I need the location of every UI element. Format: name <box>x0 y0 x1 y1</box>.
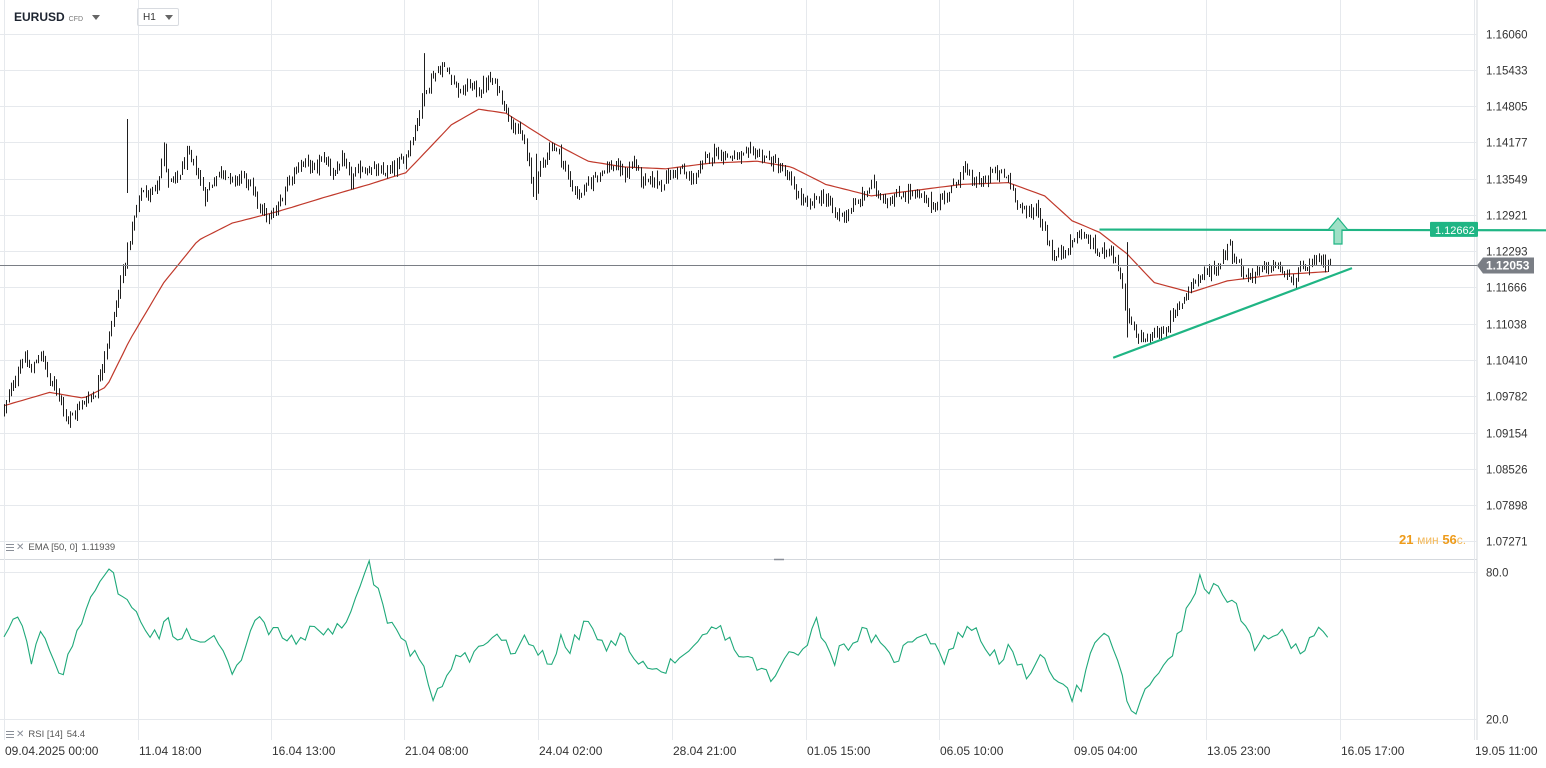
price-tick-label: 1.12293 <box>1486 247 1528 259</box>
drawings[interactable]: 1.12662 <box>1099 217 1546 359</box>
arrow-up-icon <box>1326 217 1350 245</box>
price-tick-label: 1.15433 <box>1486 66 1528 78</box>
rsi-tick-label: 20.0 <box>1486 715 1508 727</box>
time-tick-label: 24.04 02:00 <box>539 744 603 758</box>
time-tick-label: 11.04 18:00 <box>139 744 202 758</box>
rsi-axis: 80.0 20.0 <box>1486 568 1508 727</box>
price-tick-label: 1.08526 <box>1486 465 1528 477</box>
ema-line <box>3 108 1328 407</box>
candle-countdown: 21 мин 56с. <box>1399 532 1466 547</box>
close-icon[interactable]: ✕ <box>16 542 25 553</box>
rsi-name: RSI [14] <box>28 729 63 740</box>
price-tick-label: 1.14805 <box>1486 102 1528 114</box>
rsi-line <box>3 558 1329 715</box>
time-tick-label: 06.05 10:00 <box>940 744 1004 758</box>
price-tick-label: 1.14177 <box>1486 138 1528 150</box>
time-tick-label: 21.04 08:00 <box>405 744 469 758</box>
settings-icon[interactable] <box>6 731 14 738</box>
price-tick-label: 1.12921 <box>1486 211 1528 223</box>
time-tick-label: 09.05 04:00 <box>1074 744 1138 758</box>
time-tick-label: 16.05 17:00 <box>1341 744 1405 758</box>
ema-name: EMA [50, 0] <box>28 542 78 553</box>
countdown-minutes-unit: мин <box>1417 533 1439 547</box>
price-tick-label: 1.10410 <box>1486 356 1528 368</box>
price-tick-label: 1.07898 <box>1486 501 1528 513</box>
settings-icon[interactable] <box>6 544 14 551</box>
close-icon[interactable]: ✕ <box>16 729 25 740</box>
symbol-selector[interactable]: EURUSD CFD <box>14 8 101 26</box>
time-tick-label: 09.04.2025 00:00 <box>5 744 99 758</box>
grid-lines <box>0 0 1478 740</box>
price-tick-label: 1.09782 <box>1486 392 1528 404</box>
price-tick-label: 1.11038 <box>1486 320 1527 332</box>
chevron-down-icon[interactable] <box>165 14 173 20</box>
chevron-down-icon[interactable] <box>92 14 101 20</box>
ema-value: 1.11939 <box>81 542 116 553</box>
symbol-name: EURUSD <box>14 10 65 24</box>
timeframe-value: H1 <box>143 11 156 23</box>
resistance-price-tag-bg <box>1430 221 1478 237</box>
time-tick-label: 28.04 21:00 <box>673 744 737 758</box>
rsi-tick-label: 80.0 <box>1486 568 1508 580</box>
resistance-trendline <box>1099 228 1546 232</box>
price-tick-label: 1.09154 <box>1486 429 1528 441</box>
countdown-minutes: 21 <box>1399 532 1414 547</box>
price-tick-label: 1.11666 <box>1486 283 1527 295</box>
timeframe-select[interactable]: H1 <box>137 8 179 26</box>
time-axis: 09.04.2025 00:00 11.04 18:00 16.04 13:00 21… <box>5 744 1538 758</box>
resistance-price-tag: 1.12662 <box>1435 225 1475 237</box>
ema-series <box>3 108 1328 407</box>
ema-indicator-label: ✕ EMA [50, 0] 1.11939 <box>6 542 115 553</box>
countdown-seconds-unit: с. <box>1456 533 1467 547</box>
price-tick-label: 1.16060 <box>1486 30 1528 42</box>
rsi-series <box>3 558 1329 715</box>
time-tick-label: 19.05 11:00 <box>1475 744 1538 758</box>
current-price-label-bg <box>1477 257 1534 274</box>
symbol-type: CFD <box>68 15 84 23</box>
time-tick-label: 13.05 23:00 <box>1207 744 1271 758</box>
price-tick-label: 1.07271 <box>1486 537 1528 549</box>
time-tick-label: 16.04 13:00 <box>272 744 336 758</box>
rsi-value: 54.4 <box>66 729 86 740</box>
price-axis: 1.16060 1.15433 1.14805 1.14177 1.13549 1.129… <box>1486 30 1528 549</box>
current-price-label: 1.12053 <box>1486 259 1530 273</box>
price-labels: 1.12053 <box>0 257 1534 274</box>
countdown-seconds: 56 <box>1442 532 1457 547</box>
time-tick-label: 01.05 15:00 <box>807 744 871 758</box>
candles <box>4 53 1331 428</box>
support-trendline <box>1112 267 1353 359</box>
rsi-indicator-label: ✕ RSI [14] 54.4 <box>6 729 85 740</box>
price-tick-label: 1.13549 <box>1486 175 1528 187</box>
